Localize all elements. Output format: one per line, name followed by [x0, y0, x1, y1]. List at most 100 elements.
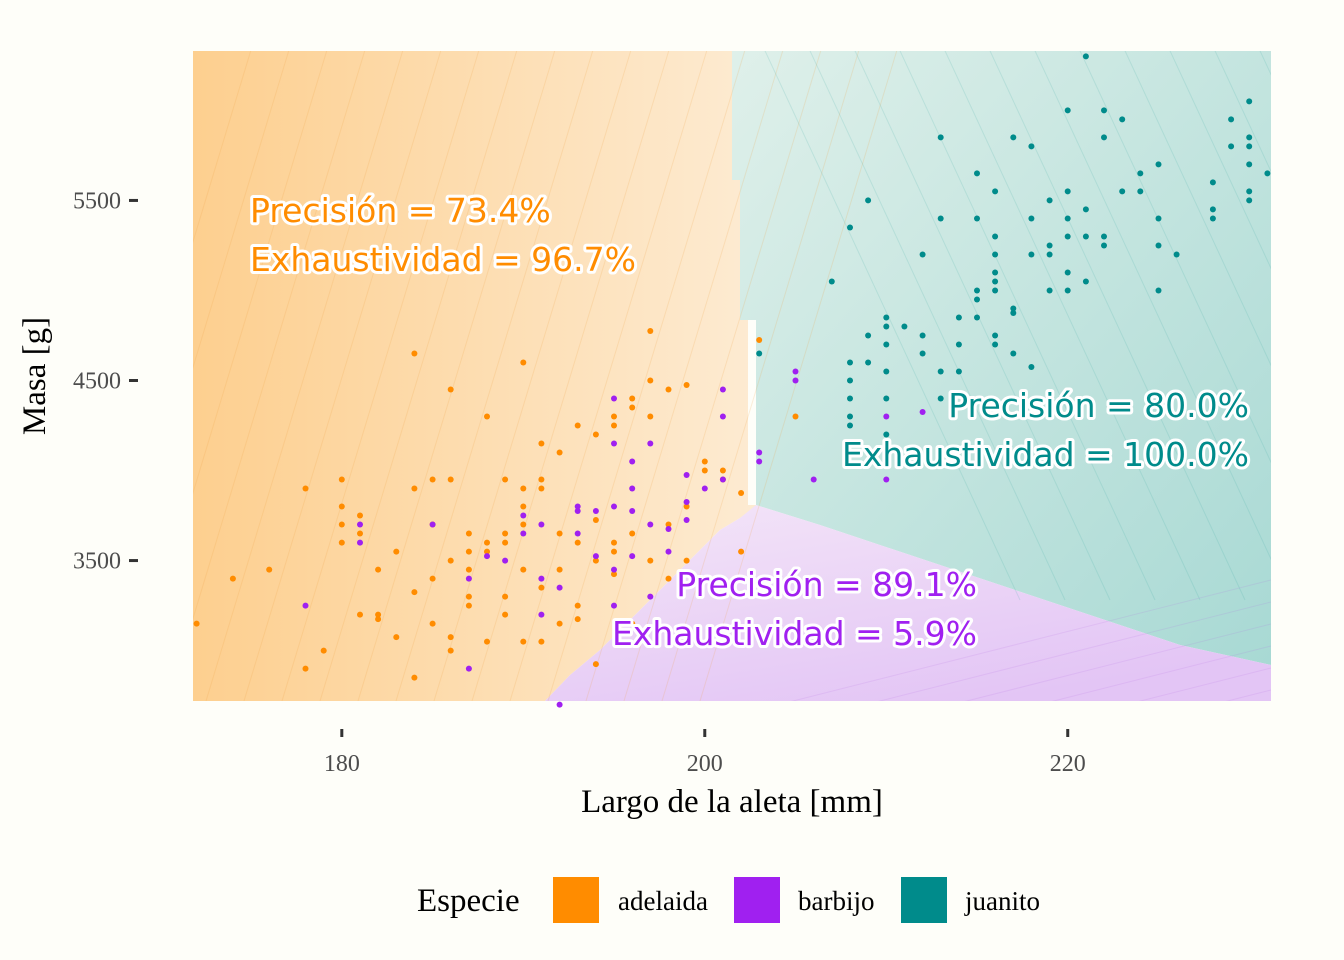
annotation-juanito-recall: Exhaustividad = 100.0% — [842, 435, 1249, 474]
point-adelaida — [484, 548, 490, 555]
contour-line-juanito — [1169, 51, 1271, 270]
point-adelaida — [556, 530, 563, 537]
point-adelaida — [683, 503, 690, 510]
point-adelaida — [538, 584, 545, 591]
points-layer — [193, 53, 1271, 708]
contour-line-adelaida — [699, 51, 898, 701]
point-juanito — [937, 215, 944, 222]
point-barbijo — [611, 395, 617, 402]
point-adelaida — [447, 386, 454, 393]
point-adelaida — [556, 566, 563, 573]
point-juanito — [1246, 143, 1253, 150]
contour-line-juanito — [899, 51, 1156, 601]
contour-line-adelaida — [661, 51, 860, 701]
annotation-barbijo-recall: Exhaustividad = 5.9% — [612, 614, 977, 653]
point-adelaida — [357, 530, 363, 537]
contour-line-adelaida — [193, 51, 328, 495]
point-juanito — [865, 359, 872, 366]
point-juanito — [1046, 287, 1053, 294]
annotations: Precisión = 73.4% Exhaustividad = 96.7% … — [247, 188, 1252, 656]
point-adelaida — [429, 476, 436, 483]
contour-line-juanito — [989, 51, 1246, 601]
contour-line-juanito — [854, 51, 1111, 601]
point-adelaida — [447, 634, 454, 641]
point-juanito — [828, 278, 835, 285]
point-juanito — [919, 251, 926, 258]
point-adelaida — [393, 548, 400, 555]
legend-label-juanito: juanito — [964, 886, 1040, 916]
axes: 180 200 220 3500 4500 5500 — [73, 188, 1086, 777]
point-juanito — [883, 341, 890, 348]
point-juanito — [937, 134, 944, 141]
point-barbijo — [611, 566, 617, 573]
point-adelaida — [647, 377, 654, 384]
point-barbijo — [538, 575, 545, 582]
point-adelaida — [302, 485, 309, 492]
contour-line-barbijo — [1138, 667, 1271, 701]
point-adelaida — [683, 382, 690, 388]
point-barbijo — [357, 539, 363, 546]
point-adelaida — [375, 611, 382, 618]
point-juanito — [1209, 179, 1216, 186]
point-juanito — [1209, 215, 1216, 222]
point-juanito — [1209, 206, 1216, 213]
annotation-juanito-precision: Precisión = 80.0% — [948, 386, 1249, 425]
point-barbijo — [592, 553, 599, 560]
point-barbijo — [520, 512, 527, 519]
point-adelaida — [665, 386, 672, 393]
point-barbijo — [465, 665, 472, 672]
point-juanito — [974, 215, 980, 222]
contour-line-juanito — [809, 51, 1066, 601]
contour-line-adelaida — [433, 51, 632, 701]
point-adelaida — [447, 557, 454, 564]
point-barbijo — [719, 413, 726, 420]
point-adelaida — [556, 449, 563, 456]
point-juanito — [883, 368, 890, 375]
point-barbijo — [556, 584, 563, 591]
point-juanito — [1264, 170, 1271, 177]
point-adelaida — [484, 413, 490, 420]
point-adelaida — [538, 638, 545, 645]
point-barbijo — [574, 530, 581, 537]
point-juanito — [1101, 107, 1107, 114]
point-juanito — [955, 368, 962, 375]
point-juanito — [1101, 134, 1107, 141]
contour-line-juanito — [764, 51, 1021, 601]
point-barbijo — [647, 521, 654, 528]
x-tick-label: 180 — [324, 751, 360, 777]
region-adelaida — [193, 51, 756, 701]
point-juanito — [1064, 287, 1071, 294]
point-juanito — [974, 296, 980, 303]
y-tick-label: 4500 — [73, 369, 121, 395]
point-juanito — [1046, 197, 1053, 204]
point-adelaida — [484, 638, 490, 645]
contour-line-adelaida — [319, 51, 518, 701]
point-adelaida — [629, 530, 636, 537]
point-juanito — [1228, 116, 1235, 123]
point-barbijo — [465, 575, 472, 582]
point-adelaida — [629, 395, 636, 402]
point-juanito — [1155, 161, 1162, 168]
y-tick-label: 5500 — [73, 188, 121, 214]
point-barbijo — [502, 557, 509, 564]
point-adelaida — [465, 602, 472, 609]
contour-line-adelaida — [193, 51, 366, 621]
point-adelaida — [538, 440, 545, 447]
point-juanito — [1246, 161, 1253, 168]
contour-line-barbijo — [877, 601, 1271, 701]
point-juanito — [1010, 350, 1017, 357]
point-juanito — [883, 323, 890, 330]
point-juanito — [1228, 143, 1235, 150]
point-adelaida — [229, 575, 236, 582]
point-juanito — [883, 431, 890, 438]
point-juanito — [974, 314, 980, 321]
point-adelaida — [338, 476, 345, 483]
point-adelaida — [647, 413, 654, 420]
point-barbijo — [574, 508, 581, 514]
point-adelaida — [502, 530, 509, 537]
point-juanito — [992, 332, 999, 339]
point-barbijo — [611, 440, 617, 447]
contour-line-juanito — [1124, 51, 1271, 367]
point-juanito — [1082, 233, 1089, 240]
point-adelaida — [520, 566, 527, 573]
